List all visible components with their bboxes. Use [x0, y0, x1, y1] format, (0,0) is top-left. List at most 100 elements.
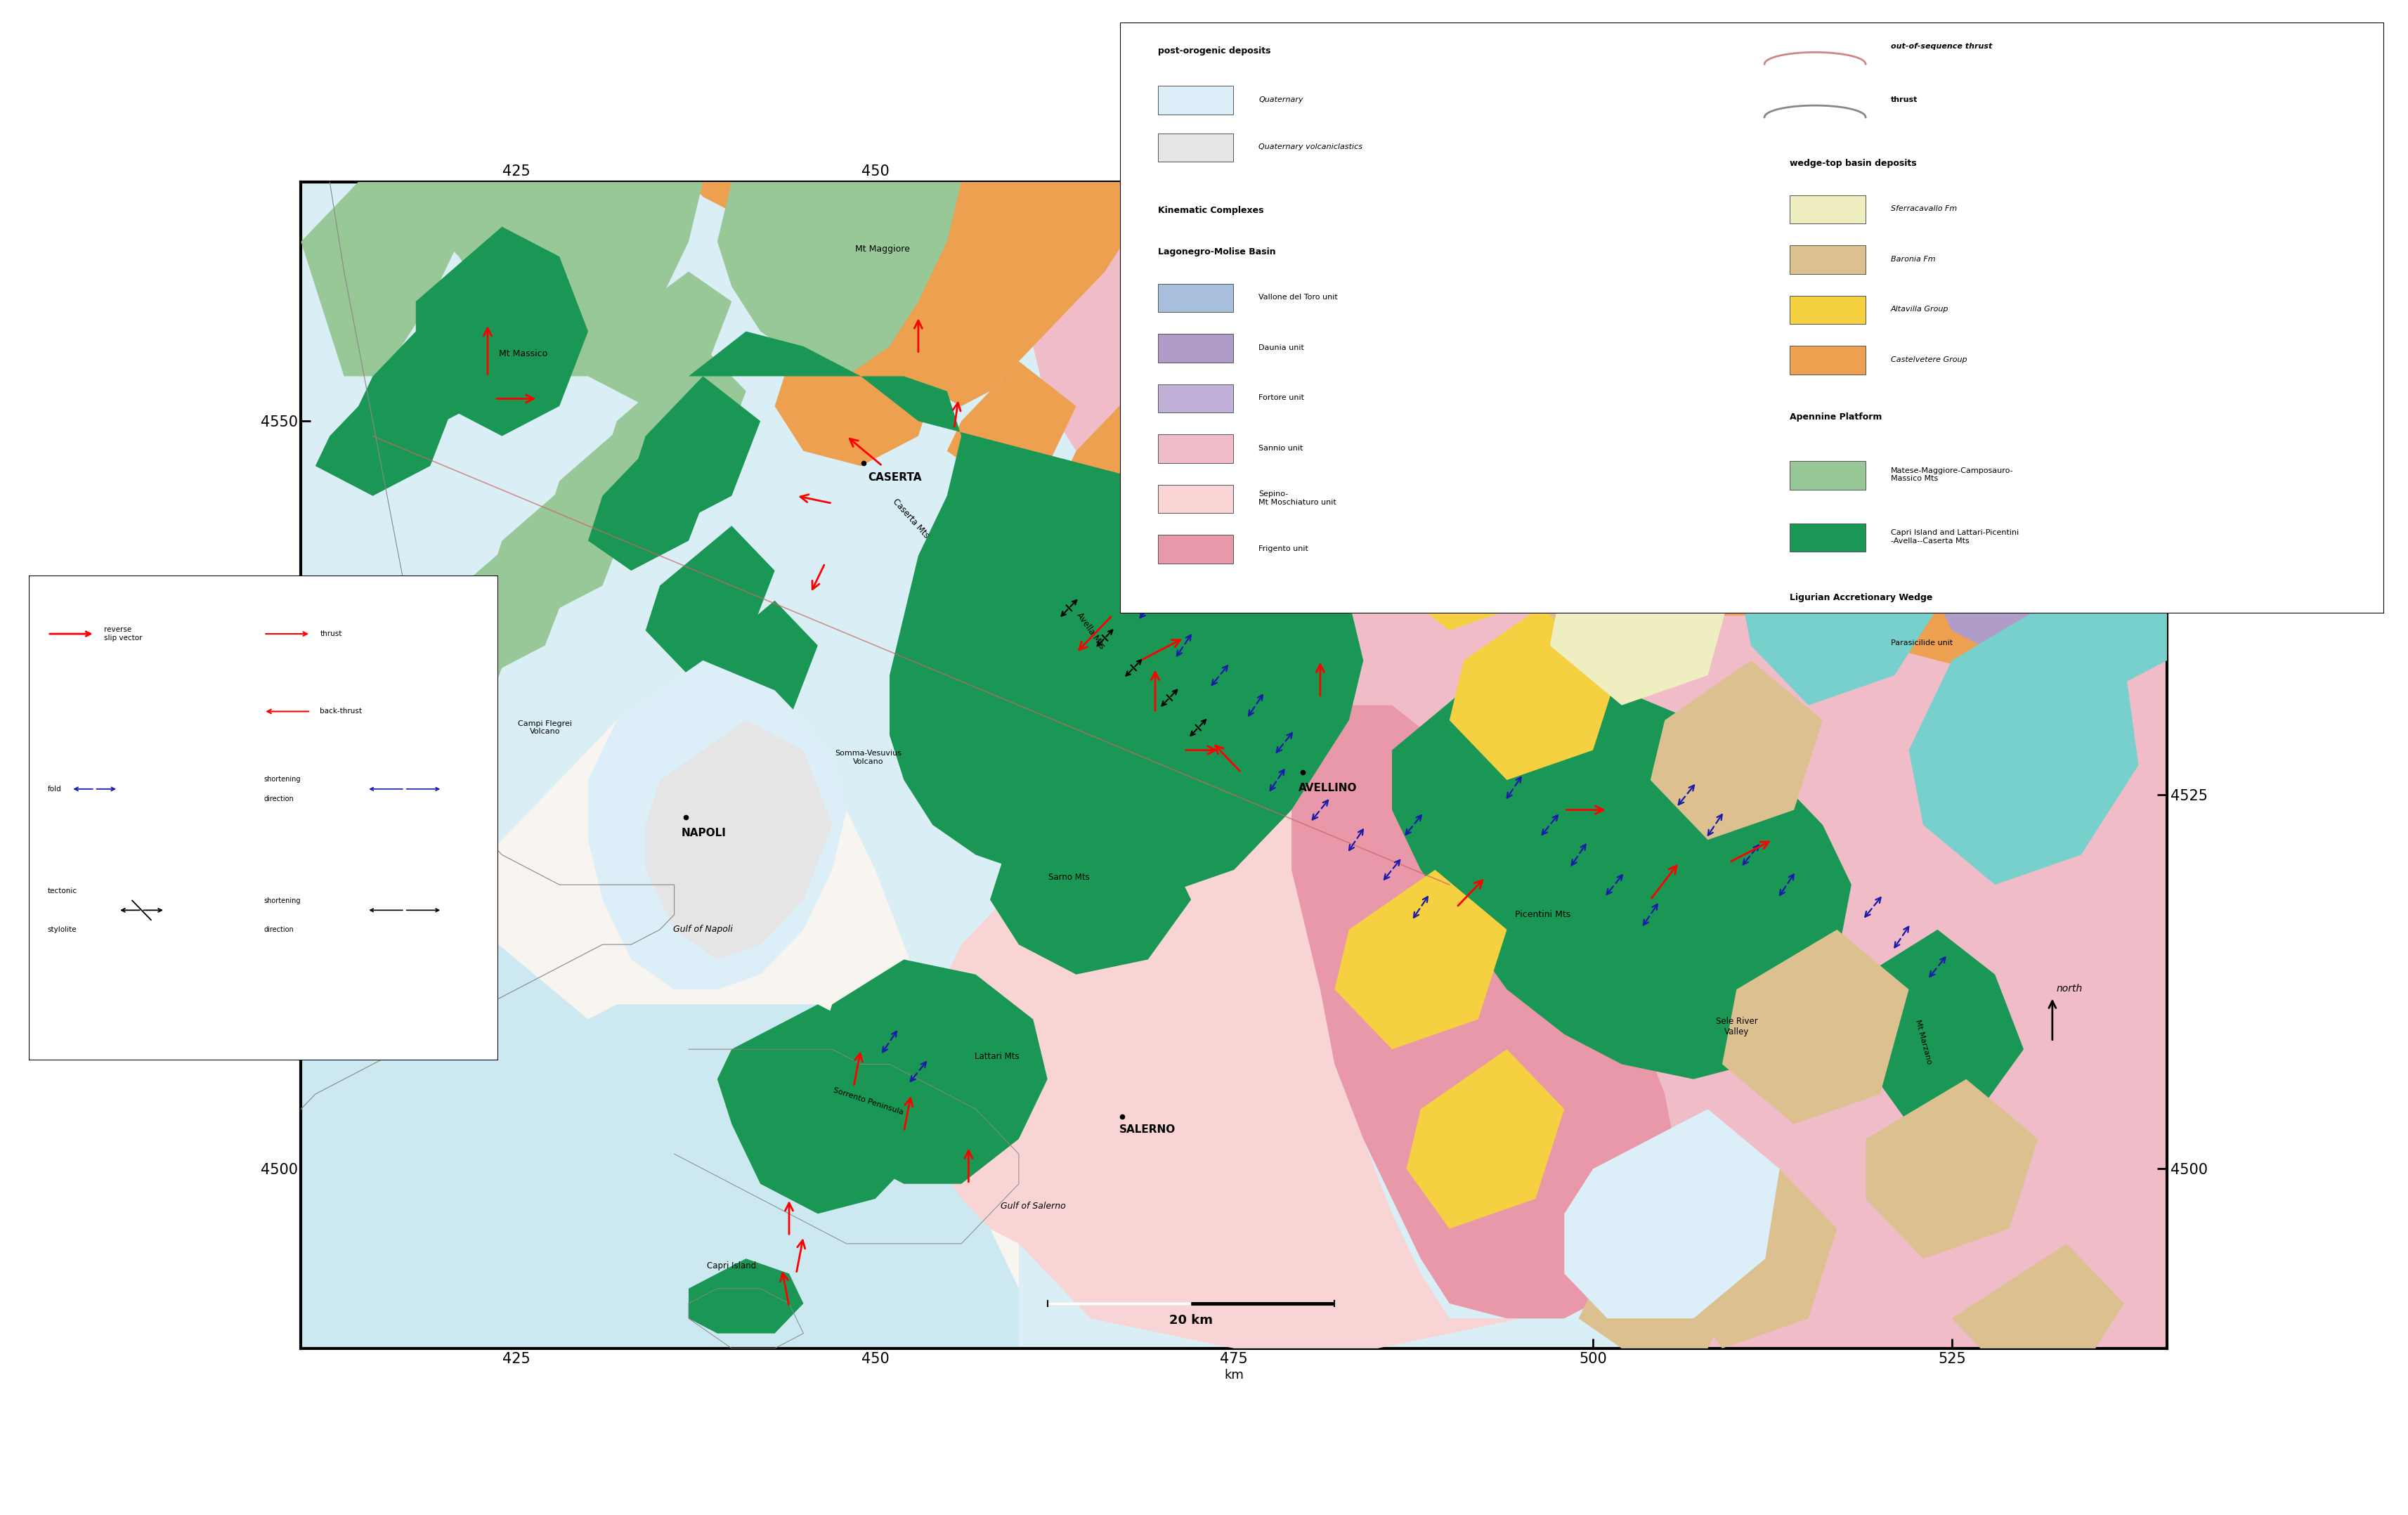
Polygon shape: [417, 182, 703, 376]
Polygon shape: [1881, 182, 2167, 301]
Polygon shape: [301, 182, 2167, 1348]
Text: Picentini Mts: Picentini Mts: [1515, 911, 1570, 920]
Polygon shape: [417, 227, 588, 436]
Polygon shape: [1406, 1050, 1565, 1229]
Polygon shape: [689, 182, 1134, 406]
Text: Gulf of Napoli: Gulf of Napoli: [674, 926, 732, 935]
Bar: [1158, 283, 1233, 312]
Polygon shape: [1866, 930, 2023, 1124]
Polygon shape: [602, 347, 746, 495]
Text: reverse
slip vector: reverse slip vector: [104, 626, 142, 641]
Text: Vallone del Toro unit: Vallone del Toro unit: [1259, 294, 1339, 301]
Polygon shape: [1910, 406, 2167, 676]
Polygon shape: [301, 1004, 1019, 1348]
Text: Apennine Platform: Apennine Platform: [1789, 412, 1883, 421]
Text: Mt Camposauro: Mt Camposauro: [1214, 350, 1283, 359]
Polygon shape: [588, 661, 848, 989]
Text: Caserta Mts: Caserta Mts: [891, 497, 932, 539]
Polygon shape: [344, 645, 474, 795]
Polygon shape: [301, 870, 660, 1348]
Bar: [1158, 485, 1233, 514]
Text: thrust: thrust: [1890, 95, 1917, 103]
Polygon shape: [1794, 347, 2023, 600]
Text: tectonic: tectonic: [48, 888, 77, 894]
Polygon shape: [819, 959, 1047, 1183]
Bar: [1789, 461, 1866, 489]
Polygon shape: [775, 301, 946, 467]
Text: Capri Island: Capri Island: [708, 1262, 756, 1271]
Bar: [1789, 630, 1866, 658]
Bar: [1158, 335, 1233, 362]
Text: direction: direction: [265, 926, 294, 933]
Polygon shape: [645, 526, 775, 676]
Bar: [1789, 295, 1866, 324]
Text: Ischia
Island: Ischia Island: [412, 930, 436, 945]
Polygon shape: [388, 586, 515, 735]
Text: BENEVENTO: BENEVENTO: [1413, 436, 1486, 447]
Bar: [1789, 523, 1866, 551]
Text: Castelvetere Group: Castelvetere Group: [1890, 356, 1967, 364]
Polygon shape: [1866, 1079, 2037, 1259]
Text: Lattari Mts: Lattari Mts: [975, 1051, 1019, 1062]
Polygon shape: [1852, 227, 2124, 480]
Polygon shape: [689, 1259, 804, 1333]
Text: Quaternary: Quaternary: [1259, 95, 1303, 103]
Polygon shape: [1334, 212, 1536, 421]
Text: SALERNO: SALERNO: [1120, 1124, 1175, 1135]
Text: Capri Island and Lattari-Picentini
-Avella--Caserta Mts: Capri Island and Lattari-Picentini -Avel…: [1890, 529, 2018, 544]
Text: thrust: thrust: [320, 630, 342, 638]
Text: Lagonegro-Molise Basin: Lagonegro-Molise Basin: [1158, 247, 1276, 256]
Polygon shape: [1722, 930, 1910, 1124]
Text: Parasicilide unit: Parasicilide unit: [1890, 639, 1953, 647]
Polygon shape: [631, 376, 761, 526]
Text: Sele River
Valley: Sele River Valley: [1714, 1017, 1758, 1036]
Text: Mt Marzano: Mt Marzano: [1914, 1018, 1934, 1065]
Polygon shape: [373, 930, 486, 1004]
Text: Somma-Vesuvius
Volcano: Somma-Vesuvius Volcano: [836, 750, 901, 765]
Text: Sepino-
Mt Moschiaturo unit: Sepino- Mt Moschiaturo unit: [1259, 491, 1336, 506]
Text: Sarno Mts: Sarno Mts: [1047, 873, 1091, 882]
Text: Matese-Maggiore-Camposauro-
Massico Mts: Matese-Maggiore-Camposauro- Massico Mts: [1890, 467, 2013, 482]
Polygon shape: [645, 720, 833, 959]
Polygon shape: [1707, 182, 1967, 421]
Polygon shape: [990, 811, 1192, 974]
Polygon shape: [1450, 600, 1621, 780]
Polygon shape: [689, 600, 819, 750]
Text: north: north: [2056, 985, 2083, 994]
Text: wedge-top basin deposits: wedge-top basin deposits: [1789, 159, 1917, 168]
Text: Fortore unit: Fortore unit: [1259, 394, 1305, 401]
Text: Ligurian Accretionary Wedge: Ligurian Accretionary Wedge: [1789, 592, 1934, 601]
Text: Kinematic Complexes: Kinematic Complexes: [1158, 206, 1264, 215]
Polygon shape: [588, 271, 732, 406]
Bar: [1158, 133, 1233, 162]
Polygon shape: [1062, 391, 1192, 511]
Polygon shape: [544, 406, 689, 556]
Polygon shape: [1910, 600, 2138, 885]
Polygon shape: [1178, 182, 1392, 361]
Polygon shape: [1551, 182, 1823, 391]
Polygon shape: [1392, 467, 1565, 630]
Text: Gulf of Salerno: Gulf of Salerno: [1002, 1201, 1067, 1210]
Bar: [1158, 86, 1233, 114]
Text: Mt Massico: Mt Massico: [498, 350, 549, 359]
Polygon shape: [718, 1004, 917, 1214]
Text: post-orogenic deposits: post-orogenic deposits: [1158, 47, 1271, 56]
Polygon shape: [1580, 1229, 1736, 1348]
Bar: [1158, 435, 1233, 464]
Bar: [1158, 535, 1233, 564]
Text: Baronia Fm: Baronia Fm: [1890, 256, 1936, 262]
Bar: [1789, 245, 1866, 274]
Text: shortening: shortening: [265, 776, 301, 783]
Text: Altavilla Group: Altavilla Group: [1890, 306, 1948, 312]
Polygon shape: [718, 182, 961, 376]
Text: Sferracavallo Fm: Sferracavallo Fm: [1890, 206, 1958, 212]
Polygon shape: [359, 301, 501, 436]
Text: Mt Maggiore: Mt Maggiore: [855, 244, 910, 253]
Text: fold: fold: [48, 785, 63, 792]
Polygon shape: [315, 361, 460, 495]
Text: shortening: shortening: [265, 897, 301, 904]
Polygon shape: [689, 332, 1363, 900]
Polygon shape: [301, 182, 474, 376]
Polygon shape: [1551, 511, 1736, 706]
Text: back-thrust: back-thrust: [320, 708, 361, 715]
